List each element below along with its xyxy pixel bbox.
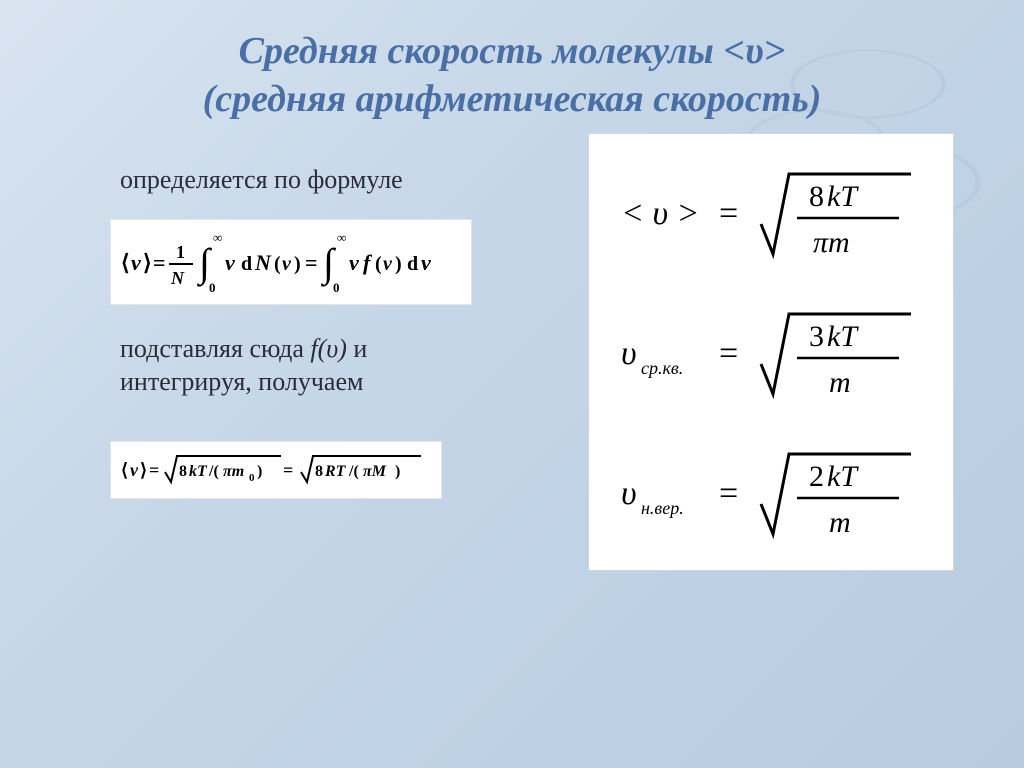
svg-text:): ) bbox=[395, 463, 400, 480]
svg-text:0: 0 bbox=[209, 280, 216, 295]
svg-text:πM: πM bbox=[363, 463, 387, 480]
svg-text:0: 0 bbox=[249, 472, 255, 484]
svg-text:∞: ∞ bbox=[337, 230, 346, 245]
formula-result-box: ⟨ v ⟩ = 8 kT /( πm 0 ) = 8 RT /( πM bbox=[110, 441, 442, 499]
svg-text:⟨: ⟨ bbox=[121, 250, 130, 275]
svg-text:): ) bbox=[257, 463, 262, 480]
svg-text:kT: kT bbox=[827, 180, 859, 213]
svg-text:υ: υ bbox=[621, 475, 637, 512]
svg-text:kT: kT bbox=[827, 320, 859, 353]
svg-text:/(: /( bbox=[208, 463, 219, 480]
svg-text:(: ( bbox=[375, 253, 382, 275]
svg-text:): ) bbox=[395, 253, 402, 275]
svg-text:=: = bbox=[719, 475, 738, 512]
svg-text:8: 8 bbox=[809, 180, 824, 213]
formula-result-svg: ⟨ v ⟩ = 8 kT /( πm 0 ) = 8 RT /( πM bbox=[121, 448, 431, 492]
svg-text:πm: πm bbox=[813, 226, 850, 259]
svg-text:2: 2 bbox=[809, 460, 824, 493]
svg-text:1: 1 bbox=[176, 242, 185, 262]
svg-text:8: 8 bbox=[179, 463, 187, 480]
svg-text:υ: υ bbox=[621, 335, 637, 372]
svg-text:RT: RT bbox=[324, 463, 347, 480]
svg-text:d: d bbox=[407, 253, 418, 275]
left-column: определяется по формуле ⟨ v ⟩ = 1 N ∫ ∞ … bbox=[120, 163, 500, 526]
svg-text:m: m bbox=[829, 366, 851, 399]
svg-text:v: v bbox=[131, 250, 141, 275]
svg-text:=: = bbox=[283, 460, 293, 480]
svg-text:⟨: ⟨ bbox=[121, 460, 128, 480]
para2-fv: f(υ) bbox=[310, 334, 346, 363]
svg-text:): ) bbox=[294, 253, 301, 275]
svg-text:⟩: ⟩ bbox=[143, 250, 152, 275]
svg-text:kT: kT bbox=[827, 460, 859, 493]
svg-text:< υ >: < υ > bbox=[621, 195, 700, 232]
svg-text:8: 8 bbox=[315, 463, 323, 480]
para2-prefix: подставляя сюда bbox=[120, 334, 310, 363]
svg-text:v: v bbox=[349, 250, 359, 275]
svg-text:3: 3 bbox=[809, 320, 824, 353]
svg-text:kT: kT bbox=[189, 463, 208, 480]
content-area: определяется по формуле ⟨ v ⟩ = 1 N ∫ ∞ … bbox=[0, 133, 1024, 526]
svg-text:н.вер.: н.вер. bbox=[641, 498, 684, 518]
svg-text:v: v bbox=[130, 460, 139, 480]
svg-text:=: = bbox=[153, 250, 166, 275]
svg-text:=: = bbox=[149, 460, 159, 480]
svg-text:v: v bbox=[383, 253, 393, 275]
svg-text:m: m bbox=[829, 506, 851, 539]
svg-text:d: d bbox=[241, 253, 252, 275]
formula-most-probable-speed: υ н.вер. = 2 kT m bbox=[621, 454, 911, 539]
formula-mean-speed: < υ > = 8 kT πm bbox=[621, 174, 911, 259]
formula-rms-speed: υ ср.кв. = 3 kT m bbox=[621, 314, 911, 399]
paragraph-1: определяется по формуле bbox=[120, 163, 500, 197]
formula-integral-box: ⟨ v ⟩ = 1 N ∫ ∞ 0 v d N ( v ) = bbox=[110, 219, 472, 305]
svg-text:N: N bbox=[254, 250, 272, 275]
svg-text:0: 0 bbox=[333, 280, 340, 295]
svg-text:/(: /( bbox=[348, 463, 359, 480]
svg-text:∞: ∞ bbox=[213, 230, 222, 245]
svg-text:f: f bbox=[363, 250, 373, 275]
svg-text:⟩: ⟩ bbox=[140, 460, 147, 480]
paragraph-2: подставляя сюда f(υ) и интегрируя, получ… bbox=[120, 332, 500, 400]
svg-text:=: = bbox=[719, 195, 738, 232]
svg-text:ср.кв.: ср.кв. bbox=[641, 358, 683, 378]
svg-text:v: v bbox=[421, 250, 431, 275]
svg-text:πm: πm bbox=[223, 463, 244, 480]
svg-text:v: v bbox=[225, 250, 235, 275]
svg-text:(: ( bbox=[274, 253, 281, 275]
svg-text:N: N bbox=[170, 268, 185, 288]
speed-formulas-svg: < υ > = 8 kT πm υ ср.кв. = 3 kT bbox=[611, 152, 931, 552]
svg-text:=: = bbox=[305, 250, 318, 275]
svg-text:v: v bbox=[282, 253, 292, 275]
svg-text:=: = bbox=[719, 335, 738, 372]
formula-integral-svg: ⟨ v ⟩ = 1 N ∫ ∞ 0 v d N ( v ) = bbox=[121, 226, 461, 298]
speed-formulas-box: < υ > = 8 kT πm υ ср.кв. = 3 kT bbox=[588, 133, 954, 571]
